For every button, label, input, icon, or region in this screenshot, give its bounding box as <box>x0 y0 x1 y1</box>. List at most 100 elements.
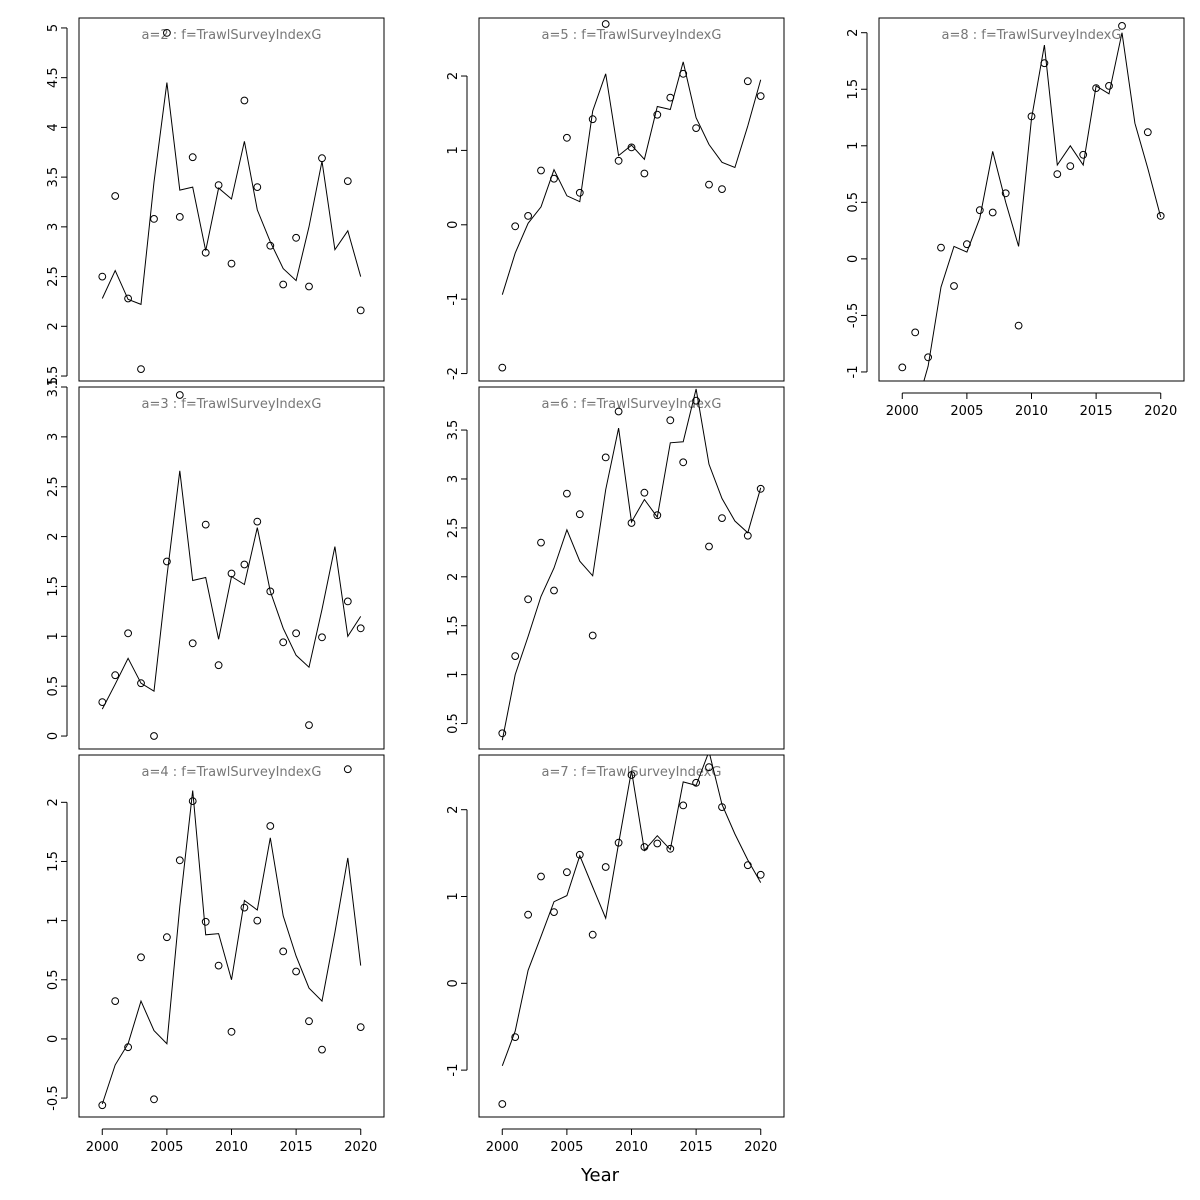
y-tick-label: 3.5 <box>46 377 61 398</box>
observed-point <box>705 542 713 551</box>
observed-point <box>511 1033 520 1041</box>
observed-point <box>601 20 610 28</box>
observed-point <box>356 624 365 633</box>
y-tick-label: 2 <box>46 532 61 540</box>
observed-point <box>640 843 649 851</box>
observed-point <box>1066 162 1075 171</box>
observed-point <box>98 272 107 281</box>
panel-title: a=8 : f=TrawlSurveyIndexG <box>942 28 1122 43</box>
observed-point <box>279 638 288 647</box>
observed-point <box>175 856 184 865</box>
observed-point <box>563 868 571 877</box>
observed-point <box>601 863 610 871</box>
y-tick-label: 2 <box>446 806 461 814</box>
observed-point <box>575 510 584 519</box>
observed-point <box>227 259 236 268</box>
x-tick-label: 2005 <box>550 1140 583 1155</box>
observed-point <box>163 557 171 566</box>
observed-point <box>563 489 571 498</box>
data-marks <box>98 765 365 1110</box>
observed-point <box>498 363 507 372</box>
observed-point <box>1014 321 1023 330</box>
observed-point <box>1105 82 1113 90</box>
observed-point <box>524 910 532 919</box>
data-marks <box>498 388 765 741</box>
x-tick-label: 2010 <box>615 1140 648 1155</box>
observed-point <box>679 801 688 810</box>
observed-point <box>627 519 636 527</box>
observed-point <box>253 517 262 526</box>
y-tick-label: 0.5 <box>46 676 61 697</box>
panel-6: a=8 : f=TrawlSurveyIndexG -1 -0.5 0 0.5 1 1.5 2… <box>846 17 1185 419</box>
y-tick-label: 1.5 <box>46 576 61 597</box>
y-tick-label: 0.5 <box>846 192 861 213</box>
observed-point <box>718 514 726 522</box>
observed-point <box>292 629 301 638</box>
observed-point <box>137 679 145 688</box>
observed-point <box>98 1101 107 1110</box>
observed-point <box>653 110 662 119</box>
observed-point <box>1118 22 1126 30</box>
panel-frame <box>878 17 1185 382</box>
panel-frame <box>478 754 785 1118</box>
observed-point <box>524 595 532 604</box>
observed-point <box>550 908 558 916</box>
observed-point <box>537 872 545 881</box>
observed-point <box>1079 150 1088 159</box>
observed-point <box>550 174 558 183</box>
observed-point <box>653 839 662 848</box>
y-tick-label: -1 <box>446 1064 461 1077</box>
y-tick-label: 1 <box>446 892 461 900</box>
observed-point <box>188 639 197 648</box>
fitted-line <box>101 82 362 306</box>
y-tick-label: 3.5 <box>46 167 61 188</box>
y-tick-label: 3 <box>46 223 61 231</box>
observed-point <box>356 1023 365 1031</box>
x-tick-label: 2010 <box>1015 404 1048 419</box>
observed-point <box>756 92 765 100</box>
observed-point <box>653 511 662 520</box>
observed-point <box>692 778 700 787</box>
observed-point <box>679 458 688 467</box>
y-tick-label: 1 <box>46 632 61 640</box>
observed-point <box>614 156 623 165</box>
observed-point <box>640 169 649 178</box>
observed-point <box>201 917 210 926</box>
y-tick-label: 0 <box>46 732 61 740</box>
observed-point <box>498 729 507 738</box>
observed-point <box>756 870 765 879</box>
observed-point <box>588 930 597 939</box>
y-tick-label: 0.5 <box>46 969 61 990</box>
y-tick-label: 0 <box>446 221 461 229</box>
observed-point <box>705 180 713 189</box>
panel-frame <box>78 17 385 382</box>
observed-point <box>627 143 636 152</box>
observed-point <box>963 240 971 249</box>
observed-point <box>537 166 545 175</box>
y-tick-label: 3 <box>46 433 61 441</box>
observed-point <box>705 763 713 772</box>
observed-point <box>743 861 752 870</box>
y-tick-label: 2 <box>46 798 61 806</box>
y-tick-label: 1.5 <box>846 79 861 100</box>
observed-point <box>1156 212 1165 220</box>
fitted-line <box>101 790 362 1105</box>
panel-frame <box>78 386 385 750</box>
observed-point <box>279 947 288 956</box>
y-tick-label: 1.5 <box>446 615 461 636</box>
observed-point <box>498 1100 507 1108</box>
x-tick-label: 2000 <box>886 404 919 419</box>
observed-point <box>640 488 649 497</box>
observed-point <box>575 850 584 859</box>
x-tick-label: 2015 <box>1080 404 1113 419</box>
y-tick-label: 3 <box>446 475 461 483</box>
x-tick-label: 2015 <box>680 1140 713 1155</box>
panel-title: a=4 : f=TrawlSurveyIndexG <box>142 765 322 780</box>
y-tick-label: 3.5 <box>446 420 461 441</box>
fitted-line <box>501 61 762 295</box>
panel-3: a=5 : f=TrawlSurveyIndexG -2 -1 0 1 2 <box>446 17 785 382</box>
observed-point <box>318 1045 326 1054</box>
observed-point <box>318 633 326 642</box>
y-tick-label: -1 <box>846 365 861 378</box>
